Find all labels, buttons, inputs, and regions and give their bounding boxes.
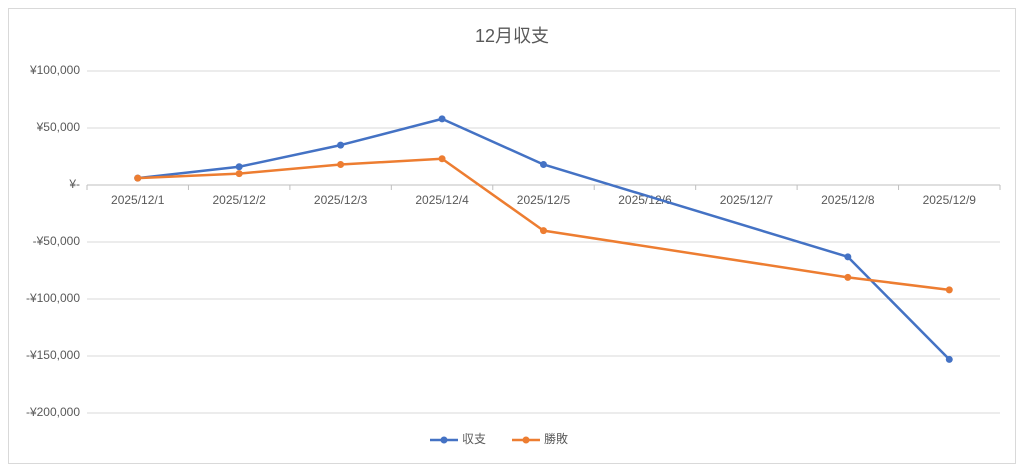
data-point xyxy=(844,253,852,261)
x-tick-label: 2025/12/3 xyxy=(314,193,368,207)
data-point xyxy=(438,155,446,163)
x-tick-label: 2025/12/9 xyxy=(923,193,977,207)
data-point xyxy=(945,355,953,363)
data-point xyxy=(337,160,345,168)
x-tick-label: 2025/12/5 xyxy=(517,193,571,207)
chart-title: 12月収支 xyxy=(475,26,549,46)
data-point xyxy=(438,115,446,123)
y-tick-label: -¥50,000 xyxy=(33,234,81,248)
data-point xyxy=(235,170,243,178)
y-tick-label: ¥- xyxy=(68,177,80,191)
x-tick-label: 2025/12/7 xyxy=(720,193,774,207)
data-point xyxy=(945,286,953,294)
data-point xyxy=(337,141,345,149)
y-tick-label: -¥200,000 xyxy=(26,405,80,419)
legend-marker xyxy=(440,436,448,444)
y-tick-label: ¥100,000 xyxy=(29,63,80,77)
legend-label: 勝敗 xyxy=(544,431,568,446)
y-tick-label: ¥50,000 xyxy=(36,120,81,134)
x-tick-label: 2025/12/6 xyxy=(618,193,672,207)
data-point xyxy=(134,174,142,182)
data-point xyxy=(540,160,547,168)
chart-border xyxy=(8,8,1016,464)
legend-label: 収支 xyxy=(462,432,486,446)
y-tick-label: -¥100,000 xyxy=(26,291,80,305)
data-point xyxy=(235,163,243,171)
x-tick-label: 2025/12/2 xyxy=(212,193,266,207)
data-point xyxy=(844,273,852,281)
data-point xyxy=(540,227,547,235)
legend-marker xyxy=(522,436,530,444)
x-tick-label: 2025/12/8 xyxy=(821,193,875,207)
x-tick-label: 2025/12/4 xyxy=(415,193,469,207)
x-tick-label: 2025/12/1 xyxy=(111,193,165,207)
y-tick-label: -¥150,000 xyxy=(26,348,80,362)
